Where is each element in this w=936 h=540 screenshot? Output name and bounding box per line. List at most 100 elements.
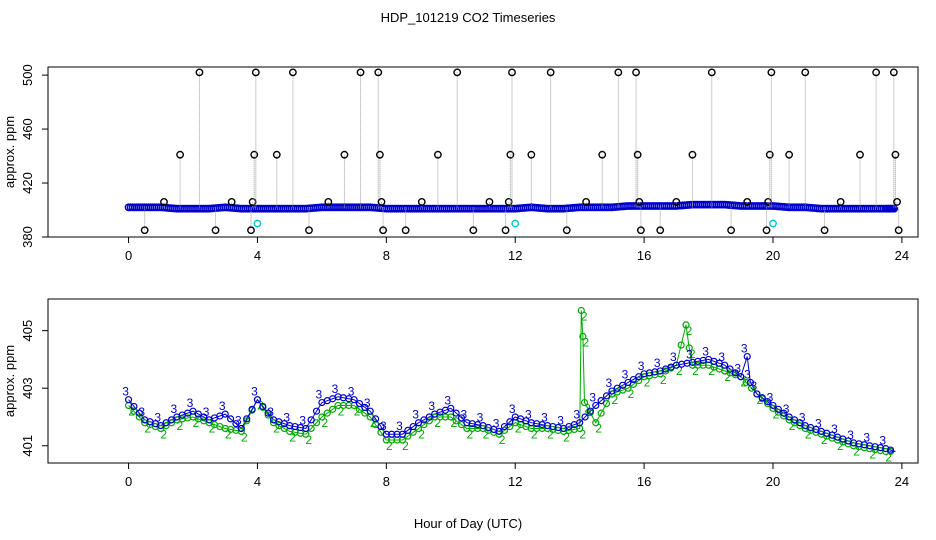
bottom-x-axis: 0 4 8 12 16 20 24 (125, 463, 909, 489)
series-point (393, 430, 401, 438)
series-point (685, 344, 693, 352)
series-label: 3 (541, 411, 548, 425)
series-label: 3 (686, 347, 693, 361)
series-label: 2 (581, 310, 588, 324)
series-point (619, 381, 627, 389)
outlier-point (506, 150, 515, 159)
series-point (577, 306, 585, 315)
series-label: 2 (467, 427, 474, 441)
outlier-point (632, 68, 640, 77)
series-label: 2 (686, 324, 693, 338)
outlier-point (889, 68, 898, 77)
series-point (312, 407, 321, 415)
series-label: 3 (444, 393, 451, 407)
series-point (420, 416, 428, 424)
outlier-point (417, 198, 426, 206)
series-point (602, 392, 611, 400)
outlier-point (727, 226, 736, 235)
series-label: 2 (628, 387, 635, 401)
series-point (167, 419, 176, 427)
bottom-x-tick-label: 24 (895, 474, 909, 489)
series-point (307, 424, 315, 433)
series-point (414, 419, 423, 427)
series-label: 2 (531, 427, 538, 441)
series-label: 2 (193, 416, 200, 430)
series-label: 3 (589, 390, 596, 404)
top-x-tick-label: 8 (383, 248, 390, 263)
outlier-point (672, 198, 681, 206)
series-point (135, 413, 143, 421)
series-point (339, 401, 347, 410)
outlier-point (251, 68, 260, 77)
top-plot-frame (47, 66, 919, 238)
series-label: 3 (477, 411, 484, 425)
series-label: 2 (289, 430, 296, 444)
series-point (157, 421, 165, 430)
series-label: 3 (509, 402, 516, 416)
series-label: 3 (622, 367, 629, 381)
series-label: 2 (660, 373, 667, 387)
outlier-point (272, 150, 281, 159)
series-point (200, 413, 208, 421)
outlier-point (504, 198, 513, 206)
series-point (355, 399, 364, 408)
series-label: 3 (461, 408, 468, 422)
bottom-ylabel: approx. ppm (2, 345, 17, 417)
series-point (162, 419, 170, 427)
series-point (608, 387, 616, 395)
series-label: 3 (203, 405, 210, 419)
series-label: 2 (805, 427, 812, 441)
series-point (790, 419, 799, 427)
series-point (796, 419, 804, 427)
series-label: 3 (267, 405, 274, 419)
series-point (130, 402, 138, 411)
series-point (764, 398, 772, 406)
outlier-point (614, 68, 623, 77)
series-point (307, 416, 315, 424)
outlier-point (247, 226, 255, 235)
series-point (579, 332, 587, 341)
series-point (409, 422, 417, 431)
series-label: 2 (583, 335, 590, 349)
series-label: 3 (332, 382, 339, 396)
series-point (452, 417, 460, 425)
series-point (237, 427, 245, 435)
series-label: 2 (584, 402, 591, 416)
series-line (128, 356, 896, 452)
top-x-tick-label: 20 (766, 248, 780, 263)
top-y-tick-label: 500 (20, 64, 35, 86)
series-point (377, 422, 385, 431)
outlier-point (836, 198, 845, 206)
series-point (329, 405, 337, 413)
outlier-point (633, 150, 642, 159)
series-label: 3 (412, 408, 419, 422)
outlier-point (453, 68, 462, 77)
series-point (746, 378, 755, 387)
bottom-y-tick-label: 401 (20, 435, 35, 457)
outlier-point (324, 198, 333, 206)
series-point (774, 405, 782, 413)
outlier-point (767, 68, 776, 77)
outlier-point (562, 226, 571, 235)
series-point (495, 427, 503, 435)
calibration-point (253, 219, 262, 228)
outlier-point (820, 226, 829, 235)
series-point (597, 409, 605, 417)
outlier-point (743, 198, 752, 206)
series-point (882, 447, 890, 456)
bottom-y-axis: 401 403 405 (20, 320, 48, 457)
series-point (629, 375, 637, 384)
top-data-marks (124, 68, 903, 235)
outlier-point (227, 198, 236, 206)
series-point (887, 446, 895, 454)
series-label: 3 (831, 422, 838, 436)
outlier-point (195, 68, 204, 77)
outlier-point (656, 226, 665, 235)
series-point (726, 365, 734, 373)
series-label: 2 (579, 427, 586, 441)
series-point (624, 378, 632, 387)
series-label: 2 (644, 376, 651, 390)
outlier-point (856, 150, 864, 159)
